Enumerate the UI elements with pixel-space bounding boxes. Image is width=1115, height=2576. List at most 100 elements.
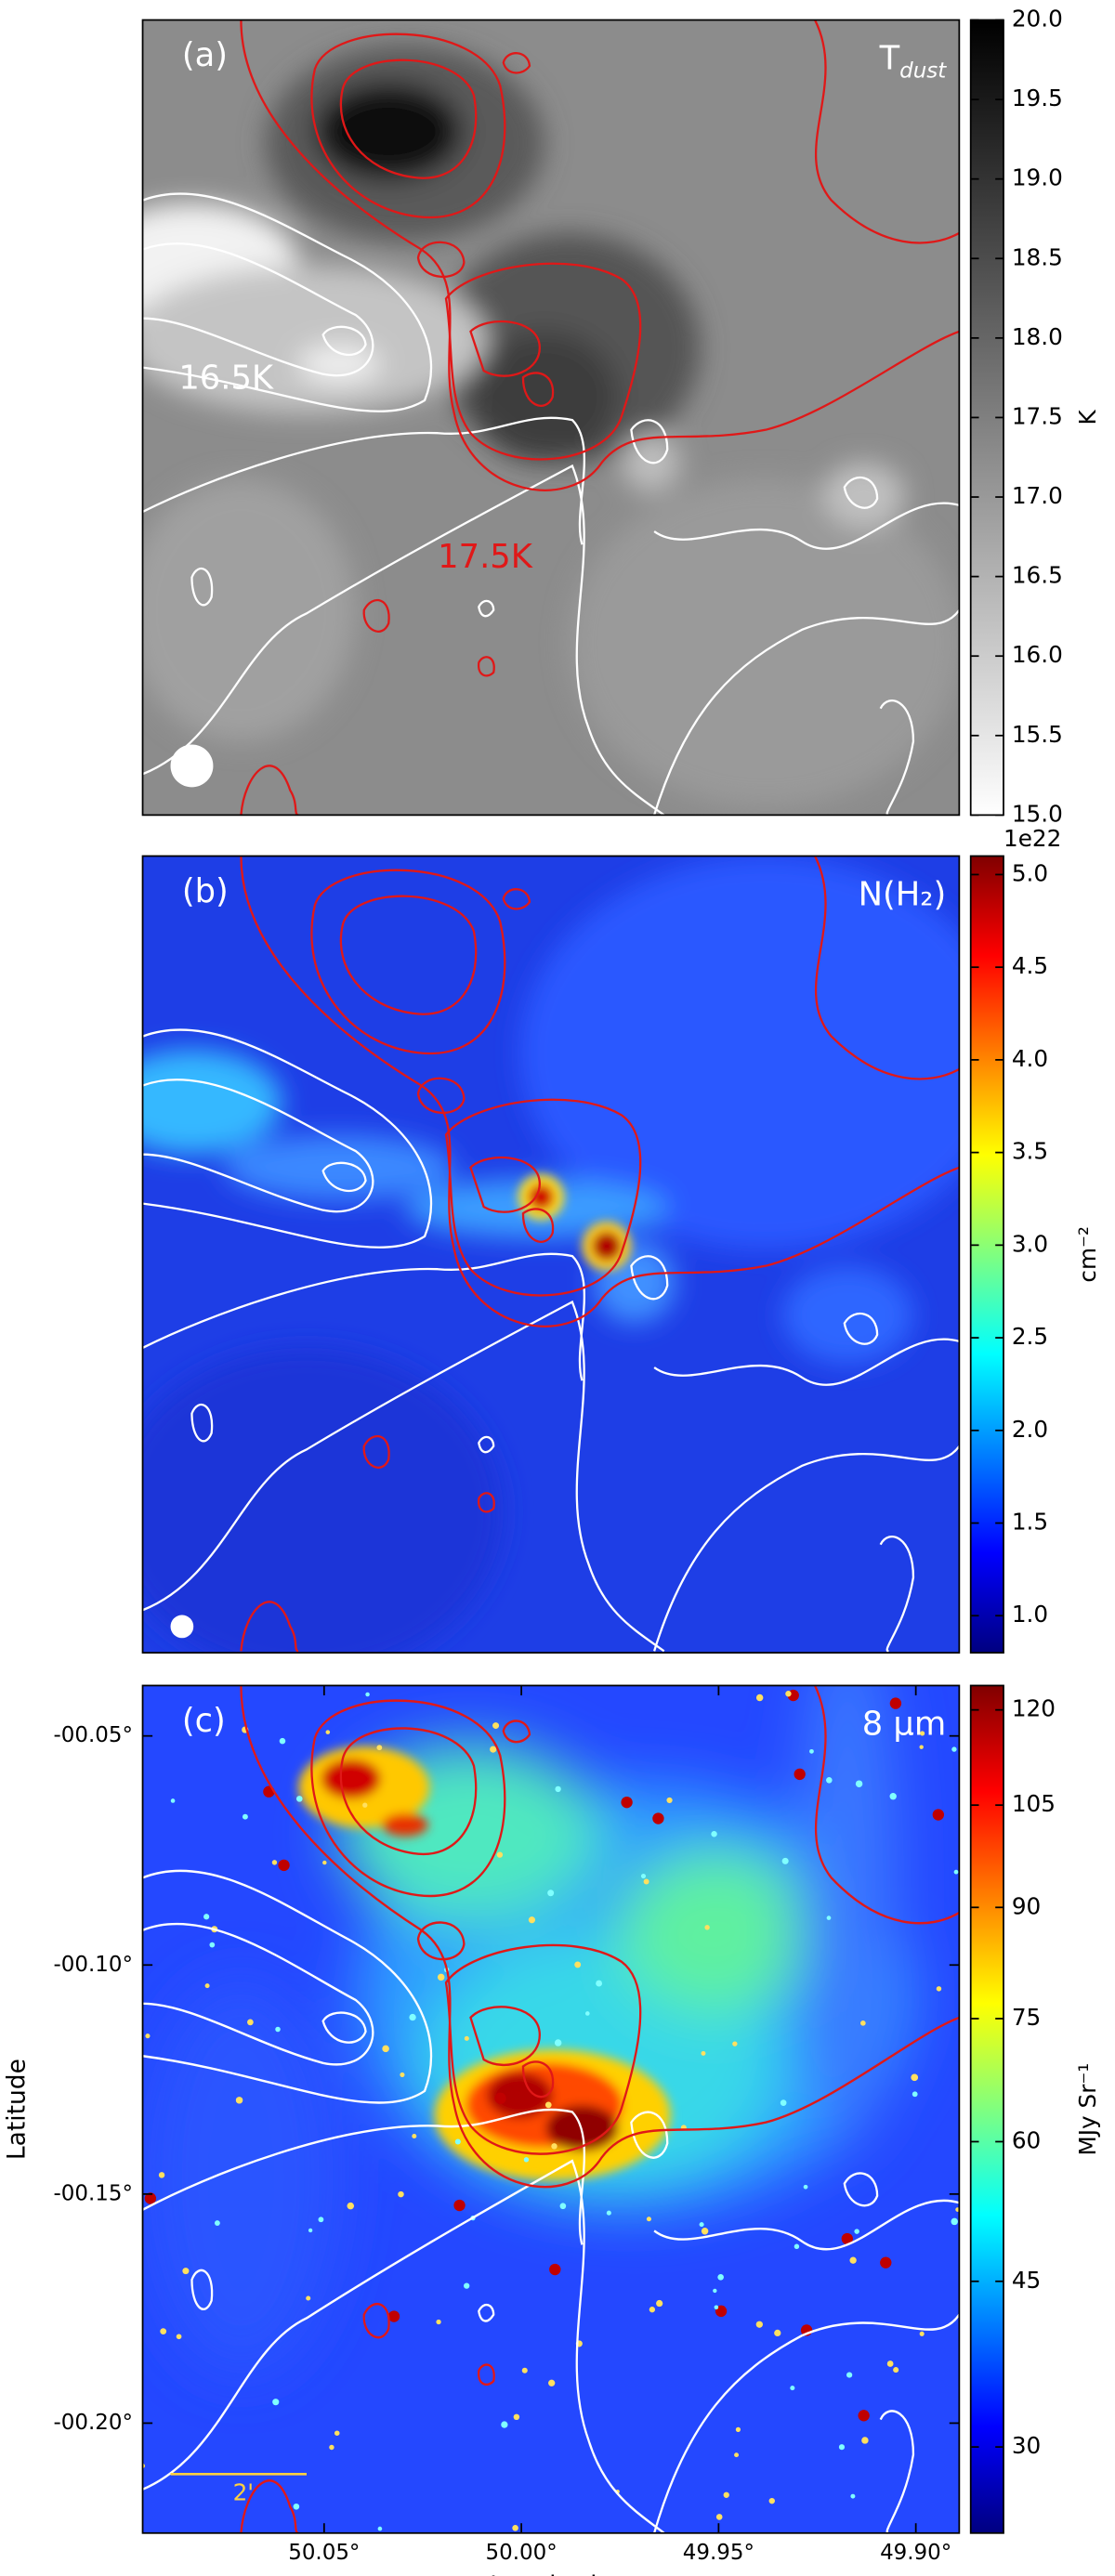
contour-line	[416, 1921, 466, 1961]
star	[920, 1731, 925, 1736]
star	[203, 1914, 210, 1920]
contour-line	[190, 2269, 214, 2310]
map-blob	[528, 1183, 555, 1210]
star	[437, 1973, 445, 1981]
panel-title: N(H₂)	[859, 875, 947, 913]
colorbar-label: cm⁻²	[1074, 1226, 1101, 1283]
contour-line	[310, 33, 506, 219]
colorbar-tick-label: 2.5	[1012, 1323, 1048, 1350]
contour-line	[339, 59, 478, 179]
colorbar-tick-label: 60	[1012, 2126, 1041, 2153]
panel: (a) Tdust 16.5K 17.5K	[141, 19, 961, 817]
contour-line	[653, 2199, 960, 2251]
star	[850, 2493, 856, 2499]
x-tick-label: 50.05°	[288, 2541, 360, 2565]
colorbar: 15.0 15.5 16.0 16.5 17.0 17.5 18.0 18.5 19.0 19.5…	[969, 6, 1101, 827]
star	[803, 2184, 808, 2190]
contour-line	[502, 888, 531, 910]
star	[275, 2026, 281, 2033]
contour-line	[142, 1300, 665, 1653]
contour-line	[653, 1445, 960, 1652]
star	[932, 1809, 945, 1821]
y-tick-label: -00.10°	[54, 1953, 133, 1977]
contour-line	[469, 2006, 541, 2067]
x-tick-label: 49.90°	[880, 2541, 951, 2565]
colorbar-tick-label: 120	[1012, 1695, 1056, 1722]
contour-line	[478, 1435, 495, 1454]
panel-frame	[141, 19, 961, 817]
map-blob	[798, 1685, 898, 2145]
title-text: T	[879, 39, 900, 77]
contour-line	[142, 192, 433, 412]
star	[643, 1878, 649, 1885]
panel-title: 8 μm	[862, 1705, 946, 1743]
contour-line	[142, 1028, 433, 1249]
star	[755, 1693, 764, 1702]
contour-group	[142, 20, 960, 816]
star	[951, 1746, 957, 1752]
star	[790, 2386, 795, 2391]
contour-line	[469, 1156, 541, 1213]
contour-line	[653, 2313, 960, 2533]
star	[584, 2011, 590, 2016]
contour-label: 16.5K	[178, 360, 274, 398]
contour-group	[142, 1685, 960, 2533]
contour-line	[240, 1601, 299, 1653]
star	[713, 2288, 717, 2294]
star	[334, 2430, 340, 2436]
star	[365, 1692, 370, 1697]
contour-label: 17.5K	[438, 538, 533, 576]
star	[295, 1796, 303, 1802]
map-blob	[519, 856, 960, 1249]
colorbar-gradient	[969, 855, 1004, 1654]
contour-line	[240, 765, 299, 816]
star	[861, 2437, 869, 2444]
contour-line	[879, 2410, 915, 2533]
star	[235, 2097, 243, 2104]
star	[272, 2399, 280, 2406]
star	[849, 2256, 857, 2264]
star	[554, 2039, 562, 2046]
star	[279, 1737, 286, 1745]
title-text: N(H₂)	[859, 875, 947, 913]
colorbar-tick-label: 90	[1012, 1892, 1041, 1919]
contour-line	[814, 20, 960, 244]
star	[953, 1869, 959, 1875]
contour-line	[653, 609, 960, 816]
y-tick-label: -00.15°	[54, 2181, 133, 2205]
contour-line	[444, 262, 642, 461]
star	[919, 1745, 924, 1749]
star	[652, 1812, 664, 1824]
contour-line	[444, 1943, 642, 2155]
star	[464, 2035, 469, 2041]
star	[308, 2228, 313, 2233]
contour-line	[416, 241, 466, 279]
star	[306, 2295, 311, 2301]
contour-line	[142, 1922, 374, 2066]
panel-label: (c)	[182, 1702, 226, 1740]
y-axis-label: Latitude	[2, 2059, 31, 2160]
panel: (c) 8 μm 2' 50.05° 50.00° 49.95° 49.90° Longitu…	[2, 1684, 961, 2576]
panel-frame	[141, 855, 961, 1654]
star	[732, 2041, 738, 2046]
contour-group	[142, 856, 960, 1653]
star	[846, 2372, 853, 2378]
panel-label: (b)	[182, 872, 229, 910]
star	[955, 2207, 960, 2213]
star	[400, 2072, 405, 2077]
star	[398, 2190, 404, 2198]
star	[855, 1780, 863, 1787]
contour-line	[478, 1492, 495, 1513]
colorbar-tick-label: 20.0	[1012, 6, 1063, 33]
map-blob	[487, 2072, 553, 2119]
star	[621, 1796, 633, 1809]
contour-line	[240, 20, 960, 491]
contour-line	[521, 2060, 555, 2099]
star	[242, 1813, 248, 1820]
star	[886, 2360, 894, 2367]
star	[494, 2092, 506, 2104]
panel-label: (a)	[182, 36, 228, 74]
contour-line	[142, 416, 585, 545]
star	[785, 1691, 792, 1697]
contour-line	[190, 1403, 214, 1443]
